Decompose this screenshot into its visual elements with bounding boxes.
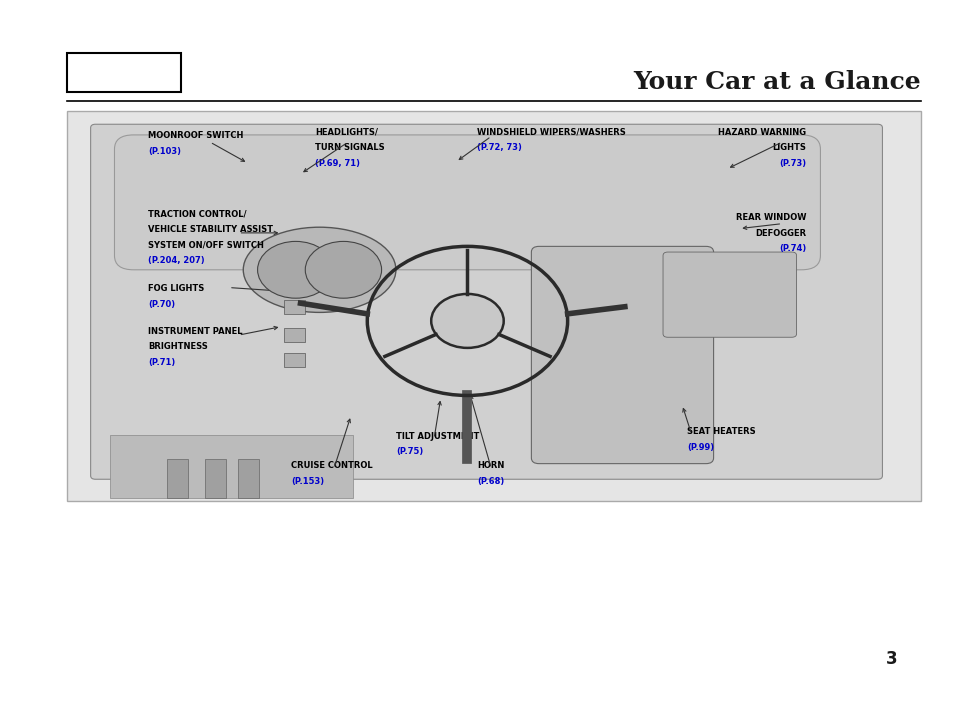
Text: (P.70): (P.70) bbox=[148, 300, 174, 309]
Text: (P.75): (P.75) bbox=[395, 447, 423, 457]
Text: CRUISE CONTROL: CRUISE CONTROL bbox=[291, 462, 373, 471]
Bar bbox=[284, 328, 305, 342]
Text: SYSTEM ON/OFF SWITCH: SYSTEM ON/OFF SWITCH bbox=[148, 241, 263, 250]
Text: (P.204, 207): (P.204, 207) bbox=[148, 256, 204, 266]
FancyBboxPatch shape bbox=[531, 246, 713, 464]
Text: LIGHTS: LIGHTS bbox=[771, 143, 805, 153]
Text: HORN: HORN bbox=[476, 462, 504, 471]
Text: BRIGHTNESS: BRIGHTNESS bbox=[148, 342, 208, 351]
Circle shape bbox=[431, 294, 503, 348]
Circle shape bbox=[257, 241, 334, 298]
Text: TRACTION CONTROL/: TRACTION CONTROL/ bbox=[148, 209, 246, 219]
Text: (P.71): (P.71) bbox=[148, 358, 175, 367]
Text: FOG LIGHTS: FOG LIGHTS bbox=[148, 284, 204, 293]
Bar bbox=[110, 435, 353, 498]
Text: 3: 3 bbox=[885, 650, 897, 668]
Bar bbox=[67, 53, 181, 92]
Text: TILT ADJUSTMENT: TILT ADJUSTMENT bbox=[395, 432, 478, 441]
Bar bbox=[205, 459, 226, 498]
FancyBboxPatch shape bbox=[114, 135, 820, 270]
FancyBboxPatch shape bbox=[91, 124, 882, 479]
Text: (P.69, 71): (P.69, 71) bbox=[314, 159, 359, 168]
Text: SEAT HEATERS: SEAT HEATERS bbox=[686, 427, 755, 437]
Bar bbox=[238, 459, 259, 498]
Text: Your Car at a Glance: Your Car at a Glance bbox=[632, 70, 920, 94]
Text: DEFOGGER: DEFOGGER bbox=[754, 229, 805, 238]
Circle shape bbox=[305, 241, 381, 298]
Text: (P.99): (P.99) bbox=[686, 443, 713, 452]
Bar bbox=[284, 353, 305, 367]
Text: MOONROOF SWITCH: MOONROOF SWITCH bbox=[148, 131, 243, 141]
Text: WINDSHIELD WIPERS/WASHERS: WINDSHIELD WIPERS/WASHERS bbox=[476, 128, 625, 137]
Bar bbox=[284, 300, 305, 314]
FancyBboxPatch shape bbox=[662, 252, 796, 337]
Text: REAR WINDOW: REAR WINDOW bbox=[735, 213, 805, 222]
Text: VEHICLE STABILITY ASSIST: VEHICLE STABILITY ASSIST bbox=[148, 225, 273, 234]
Text: (P.73): (P.73) bbox=[779, 159, 805, 168]
Ellipse shape bbox=[243, 227, 395, 312]
Text: HAZARD WARNING: HAZARD WARNING bbox=[718, 128, 805, 137]
Bar bbox=[167, 459, 188, 498]
Text: INSTRUMENT PANEL: INSTRUMENT PANEL bbox=[148, 327, 242, 336]
Text: HEADLIGHTS/: HEADLIGHTS/ bbox=[314, 128, 377, 137]
Text: TURN SIGNALS: TURN SIGNALS bbox=[314, 143, 384, 153]
Text: (P.103): (P.103) bbox=[148, 147, 181, 156]
Text: (P.74): (P.74) bbox=[778, 244, 805, 253]
Text: (P.68): (P.68) bbox=[476, 477, 504, 486]
Text: (P.72, 73): (P.72, 73) bbox=[476, 143, 521, 153]
Text: (P.153): (P.153) bbox=[291, 477, 324, 486]
Bar bbox=[67, 111, 920, 501]
